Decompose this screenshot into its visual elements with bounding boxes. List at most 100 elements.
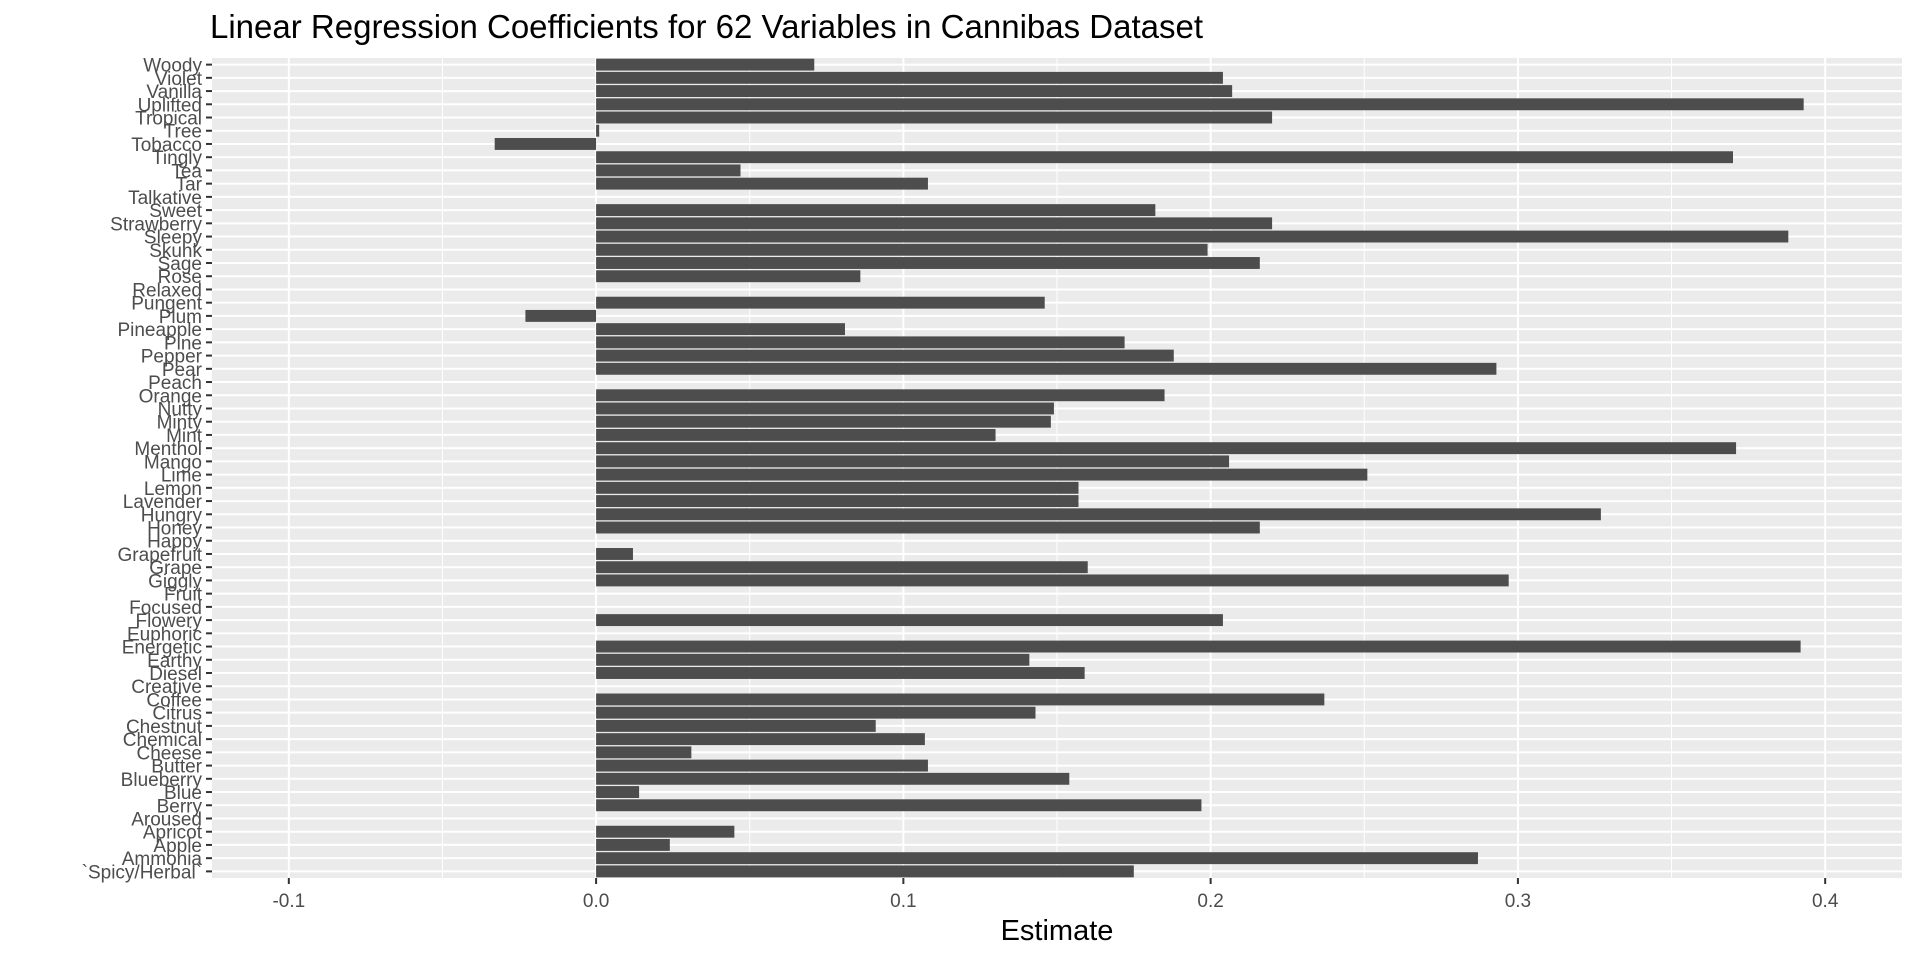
y-tick-label: Plum <box>159 307 202 328</box>
bar-41 <box>596 323 845 336</box>
y-tick-label: Chemical <box>123 730 202 751</box>
bar-47 <box>596 243 1208 256</box>
bar-31 <box>596 455 1230 468</box>
bar-32 <box>596 442 1737 455</box>
y-tick-label: Tea <box>171 161 202 182</box>
bar-54 <box>596 151 1734 164</box>
bar-23 <box>596 561 1088 574</box>
y-tick-label: Energetic <box>122 638 202 659</box>
y-tick-label: Violet <box>155 69 203 90</box>
bar-35 <box>596 402 1054 415</box>
x-tick-label: -0.1 <box>272 891 305 912</box>
y-tick-label: Grape <box>149 558 202 579</box>
bar-26 <box>596 521 1260 534</box>
bar-2 <box>596 838 670 851</box>
y-tick-label: Pepper <box>141 347 203 368</box>
bar-48 <box>596 230 1789 243</box>
y-tick-label: `Spicy/Herbal` <box>82 862 202 883</box>
y-tick-label: Fruit <box>164 585 203 606</box>
y-tick-label: Creative <box>131 677 202 698</box>
y-tick-label: Vanilla <box>146 82 202 103</box>
y-tick-label: Sleepy <box>144 228 203 249</box>
y-tick-label: Flowery <box>135 611 202 632</box>
x-tick-label: 0.1 <box>890 891 916 912</box>
y-tick-label: Orange <box>139 386 202 407</box>
bar-57 <box>596 111 1273 124</box>
bar-7 <box>596 772 1070 785</box>
bar-8 <box>596 759 928 772</box>
y-tick-label: Chestnut <box>126 717 203 738</box>
y-tick-label: Menthol <box>134 439 202 460</box>
y-tick-label: Earthy <box>147 651 202 672</box>
bar-19 <box>596 614 1223 627</box>
y-tick-label: Tar <box>176 175 203 196</box>
x-tick-label: 0.2 <box>1197 891 1223 912</box>
y-tick-label: Euphoric <box>127 624 202 645</box>
y-tick-label: Tree <box>164 122 202 143</box>
bar-38 <box>596 362 1497 375</box>
y-tick-label: Sage <box>158 254 202 275</box>
x-tick-label: 0.3 <box>1505 891 1531 912</box>
bar-12 <box>596 706 1036 719</box>
y-tick-label: Focused <box>129 598 202 619</box>
bar-59 <box>596 85 1233 98</box>
bar-40 <box>596 336 1125 349</box>
bar-30 <box>596 468 1368 481</box>
bar-16 <box>596 653 1030 666</box>
bar-53 <box>596 164 741 177</box>
bar-58 <box>596 98 1804 111</box>
x-axis-title: Estimate <box>1001 915 1114 947</box>
y-tick-label: Woody <box>143 56 202 77</box>
y-tick-label: Tobacco <box>131 135 202 156</box>
bar-49 <box>596 217 1273 230</box>
x-tick-label: 0.0 <box>583 891 609 912</box>
y-tick-label: Citrus <box>152 704 202 725</box>
bar-5 <box>596 799 1202 812</box>
bar-55 <box>494 138 597 150</box>
y-tick-label: Uplifted <box>138 95 202 116</box>
y-tick-label: Tropical <box>135 109 202 130</box>
y-tick-label: Giggly <box>148 571 202 592</box>
y-tick-label: Skunk <box>149 241 202 262</box>
y-tick-label: Blue <box>164 783 202 804</box>
y-tick-label: Aroused <box>131 809 202 830</box>
y-tick-label: Butter <box>151 757 202 778</box>
y-tick-label: Mango <box>144 452 202 473</box>
bar-61 <box>596 58 815 71</box>
y-tick-label: Strawberry <box>110 214 202 235</box>
y-tick-label: Mint <box>166 426 203 447</box>
y-tick-label: Pear <box>162 360 203 381</box>
y-tick-label: Grapefruit <box>118 545 203 566</box>
bar-52 <box>596 177 928 190</box>
bar-56 <box>596 124 600 137</box>
bar-0 <box>596 865 1134 878</box>
bar-43 <box>596 296 1045 309</box>
y-tick-label: Pungent <box>131 294 203 315</box>
bar-9 <box>596 746 692 759</box>
y-tick-label: Lavender <box>123 492 203 513</box>
bar-15 <box>596 667 1085 679</box>
y-tick-label: Honey <box>147 519 202 540</box>
y-tick-label: Happy <box>147 532 202 553</box>
y-tick-label: Pine <box>164 333 202 354</box>
bar-10 <box>596 733 925 746</box>
y-tick-label: Apple <box>153 836 202 857</box>
bar-29 <box>596 481 1079 494</box>
y-tick-label: Lemon <box>144 479 202 500</box>
bar-50 <box>596 204 1156 217</box>
y-tick-label: Minty <box>157 413 203 434</box>
bar-34 <box>596 415 1051 428</box>
y-tick-label: Talkative <box>128 188 202 209</box>
y-tick-label: Relaxed <box>132 280 202 301</box>
y-tick-label: Peach <box>148 373 202 394</box>
y-tick-label: Cheese <box>137 743 203 764</box>
bar-17 <box>596 640 1801 653</box>
y-tick-label: Berry <box>157 796 203 817</box>
y-tick-label: Diesel <box>149 664 202 685</box>
bar-60 <box>596 71 1223 84</box>
y-tick-label: Lime <box>161 466 202 487</box>
bar-27 <box>596 508 1601 521</box>
chart-title: Linear Regression Coefficients for 62 Va… <box>210 8 1203 45</box>
